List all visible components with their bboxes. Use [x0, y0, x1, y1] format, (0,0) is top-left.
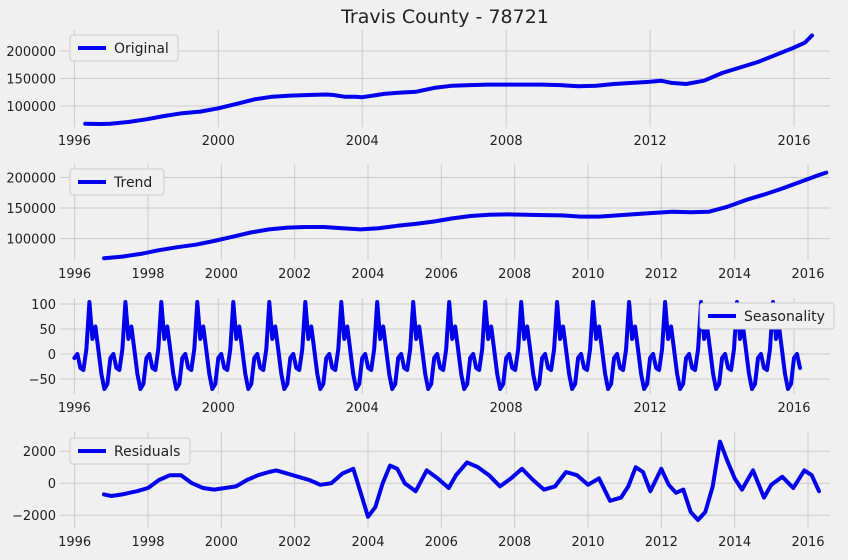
- x-tick-label: 1996: [58, 267, 91, 282]
- x-tick-label: 2010: [571, 535, 604, 550]
- x-tick-label: 2000: [202, 134, 235, 149]
- legend-label: Trend: [113, 175, 152, 191]
- x-tick-label: 2016: [777, 401, 810, 416]
- legend-frame: [69, 437, 191, 465]
- x-tick-label: 1996: [58, 535, 91, 550]
- series-line-trend: [102, 170, 829, 261]
- subplot-1: 1996 2000 2004 2008 2012 2016 100000 150000 2000…: [6, 6, 830, 149]
- y-tick-label: 0: [48, 348, 56, 363]
- x-tick-label: 2004: [351, 267, 384, 282]
- subplot-4: 1996 1998 2000 2002 2004 2006 2008 2010 2012 2014…: [12, 432, 830, 550]
- y-tick-label: 200000: [6, 45, 56, 60]
- x-tick-label: 2014: [718, 535, 751, 550]
- x-tick-label: 2012: [634, 401, 667, 416]
- legend: Residuals: [69, 437, 191, 465]
- x-tick-label: 1998: [131, 267, 164, 282]
- grid: [60, 30, 830, 127]
- x-tick-label: 2014: [718, 267, 751, 282]
- x-tick-label: 2008: [490, 134, 523, 149]
- legend-label: Residuals: [114, 444, 180, 460]
- x-tick-label: 2000: [205, 535, 238, 550]
- y-tick-label: −50: [29, 373, 56, 388]
- y-tick-label: 2000: [23, 445, 56, 460]
- legend: Original: [69, 34, 179, 62]
- x-tick-label: 2006: [425, 535, 458, 550]
- x-tick-label: 2000: [202, 401, 235, 416]
- x-tick-label: 2016: [777, 134, 810, 149]
- y-tick-label: 100000: [6, 100, 56, 115]
- series-line-original: [83, 33, 814, 126]
- x-tick-label: 2008: [498, 535, 531, 550]
- subplot-3: 1996 2000 2004 2008 2012 2016 −50 0 50 100 Seasona…: [29, 298, 835, 416]
- legend-label: Seasonality: [744, 309, 825, 325]
- y-tick-label: 50: [39, 323, 56, 338]
- series-line-residuals: [102, 439, 821, 522]
- x-tick-label: 2006: [425, 267, 458, 282]
- x-tick-label: 2002: [278, 267, 311, 282]
- x-tick-label: 2004: [351, 535, 384, 550]
- legend-frame: [69, 34, 179, 62]
- series-line-seasonality: [72, 300, 802, 391]
- legend-label: Original: [114, 41, 169, 57]
- x-tick-label: 1996: [58, 134, 91, 149]
- subplot-2: 1996 1998 2000 2002 2004 2006 2008 2010 2012 2014…: [6, 164, 830, 282]
- y-tick-label: 150000: [6, 73, 56, 88]
- x-tick-label: 2012: [645, 267, 678, 282]
- x-tick-label: 1998: [131, 535, 164, 550]
- y-tick-label: −2000: [12, 509, 56, 524]
- legend: Seasonality: [699, 302, 835, 330]
- x-tick-label: 2000: [205, 267, 238, 282]
- x-tick-label: 2012: [634, 134, 667, 149]
- x-tick-label: 2004: [346, 401, 379, 416]
- grid: [60, 164, 830, 260]
- x-tick-label: 2012: [645, 535, 678, 550]
- y-tick-label: 0: [48, 477, 56, 492]
- x-tick-label: 2008: [498, 267, 531, 282]
- y-tick-label: 200000: [6, 171, 56, 186]
- x-tick-label: 2016: [791, 267, 824, 282]
- y-tick-label: 100000: [6, 233, 56, 248]
- legend-frame: [699, 302, 835, 330]
- y-tick-label: 100: [31, 298, 56, 313]
- x-tick-label: 2016: [791, 535, 824, 550]
- x-tick-label: 2004: [346, 134, 379, 149]
- chart-title: Travis County - 78721: [340, 6, 549, 28]
- x-tick-label: 2008: [490, 401, 523, 416]
- x-tick-label: 2002: [278, 535, 311, 550]
- x-tick-label: 1996: [58, 401, 91, 416]
- y-tick-label: 150000: [6, 202, 56, 217]
- legend: Trend: [69, 168, 165, 196]
- x-tick-label: 2010: [571, 267, 604, 282]
- legend-frame: [69, 168, 165, 196]
